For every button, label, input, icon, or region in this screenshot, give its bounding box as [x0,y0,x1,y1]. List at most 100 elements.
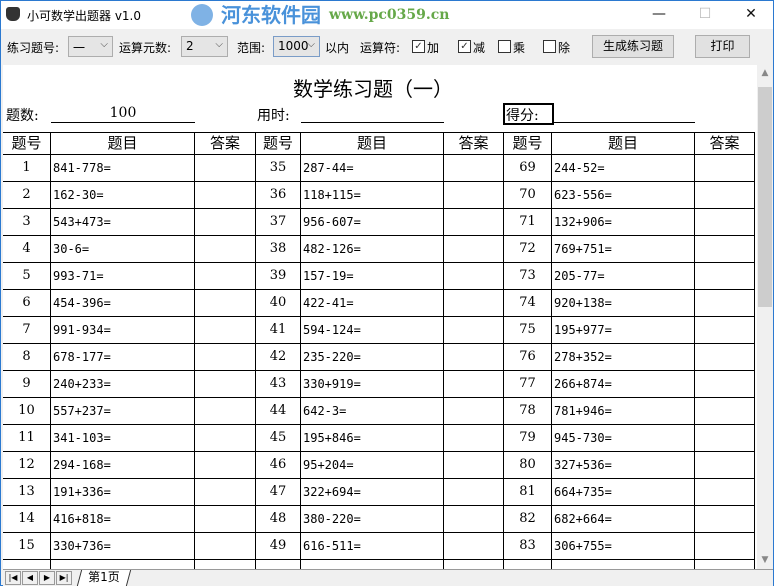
operator-checkbox-0[interactable]: ✓ [412,40,425,53]
answer-cell[interactable] [444,533,504,560]
question-text: 594-124= [301,317,444,344]
answer-cell[interactable] [195,398,256,425]
scroll-up-icon[interactable]: ▲ [761,68,769,78]
operator-label: 加 [427,41,440,55]
answer-cell[interactable] [695,425,755,452]
minimize-button[interactable]: — [652,6,666,22]
answer-cell[interactable] [695,155,755,182]
answer-cell[interactable] [444,479,504,506]
answer-cell[interactable] [195,155,256,182]
operands-select[interactable]: 2 ⌵ [181,36,228,57]
answer-cell[interactable] [195,236,256,263]
question-text: 482-126= [301,236,444,263]
answer-cell[interactable] [444,560,504,569]
question-text [301,560,444,569]
answer-cell[interactable] [444,452,504,479]
question-text: 454-396= [51,290,195,317]
answer-cell[interactable] [195,263,256,290]
answer-cell[interactable] [444,236,504,263]
next-sheet-icon[interactable]: ▶ [39,571,55,585]
answer-cell[interactable] [195,290,256,317]
answer-cell[interactable] [195,425,256,452]
answer-cell[interactable] [444,506,504,533]
question-number: 75 [504,317,552,344]
answer-cell[interactable] [195,452,256,479]
answer-cell[interactable] [444,398,504,425]
answer-cell[interactable] [695,398,755,425]
question-number [256,560,301,569]
question-text: 240+233= [51,371,195,398]
answer-cell[interactable] [695,236,755,263]
answer-cell[interactable] [195,479,256,506]
question-text: 664+735= [552,479,695,506]
question-text: 306+755= [552,533,695,560]
question-text: 162-30= [51,182,195,209]
question-text: 266+874= [552,371,695,398]
answer-cell[interactable] [195,506,256,533]
vertical-scrollbar[interactable]: ▲ ▼ [757,65,773,569]
operator-checkbox-3[interactable] [543,40,556,53]
answer-cell[interactable] [444,344,504,371]
answer-cell[interactable] [444,425,504,452]
answer-cell[interactable] [695,533,755,560]
time-label: 用时: [257,108,290,124]
answer-cell[interactable] [695,263,755,290]
question-text: 235-220= [301,344,444,371]
question-number: 41 [256,317,301,344]
question-text: 327+536= [552,452,695,479]
column-header: 题目 [51,133,195,155]
maximize-button[interactable]: ☐ [698,6,712,22]
answer-cell[interactable] [695,317,755,344]
answer-cell[interactable] [695,209,755,236]
range-select[interactable]: 1000 ⌵ [273,36,320,57]
answer-cell[interactable] [444,155,504,182]
question-number: 74 [504,290,552,317]
practice-select[interactable]: 一 ⌵ [68,36,113,57]
answer-cell[interactable] [195,209,256,236]
question-text: 244-52= [552,155,695,182]
generate-button[interactable]: 生成练习题 [592,35,674,58]
answer-cell[interactable] [195,182,256,209]
answer-cell[interactable] [695,344,755,371]
answer-cell[interactable] [444,290,504,317]
selected-cell[interactable] [503,103,554,125]
answer-cell[interactable] [444,263,504,290]
toolbar: 练习题号: 一 ⌵ 运算元数: 2 ⌵ 范围: 1000 ⌵ 以内 运算符: ✓ 加 ✓ 减… [1,29,773,63]
operator-checkbox-2[interactable] [498,40,511,53]
answer-cell[interactable] [444,182,504,209]
answer-cell[interactable] [695,479,755,506]
answer-cell[interactable] [195,533,256,560]
scroll-thumb[interactable] [758,87,772,307]
close-button[interactable]: ✕ [745,6,757,22]
question-text: 380-220= [301,506,444,533]
question-number: 12 [3,452,51,479]
scroll-down-icon[interactable]: ▼ [761,555,769,565]
answer-cell[interactable] [695,371,755,398]
answer-cell[interactable] [695,560,755,569]
answer-cell[interactable] [444,209,504,236]
answer-cell[interactable] [444,371,504,398]
operator-checkbox-1[interactable]: ✓ [458,40,471,53]
sheet-tab-page1[interactable]: 第1页 [76,570,131,586]
question-number: 77 [504,371,552,398]
answer-cell[interactable] [695,452,755,479]
answer-cell[interactable] [444,317,504,344]
answer-cell[interactable] [195,560,256,569]
answer-cell[interactable] [195,371,256,398]
sheet-tab-label: 第1页 [88,570,120,584]
answer-cell[interactable] [195,344,256,371]
answer-cell[interactable] [195,317,256,344]
answer-cell[interactable] [695,506,755,533]
answer-cell[interactable] [695,290,755,317]
question-text: 623-556= [552,182,695,209]
last-sheet-icon[interactable]: ▶| [56,571,72,585]
question-number: 80 [504,452,552,479]
question-number: 2 [3,182,51,209]
answer-cell[interactable] [695,182,755,209]
print-button[interactable]: 打印 [695,35,750,58]
question-number: 42 [256,344,301,371]
question-text: 781+946= [552,398,695,425]
prev-sheet-icon[interactable]: ◀ [22,571,38,585]
first-sheet-icon[interactable]: |◀ [5,571,21,585]
